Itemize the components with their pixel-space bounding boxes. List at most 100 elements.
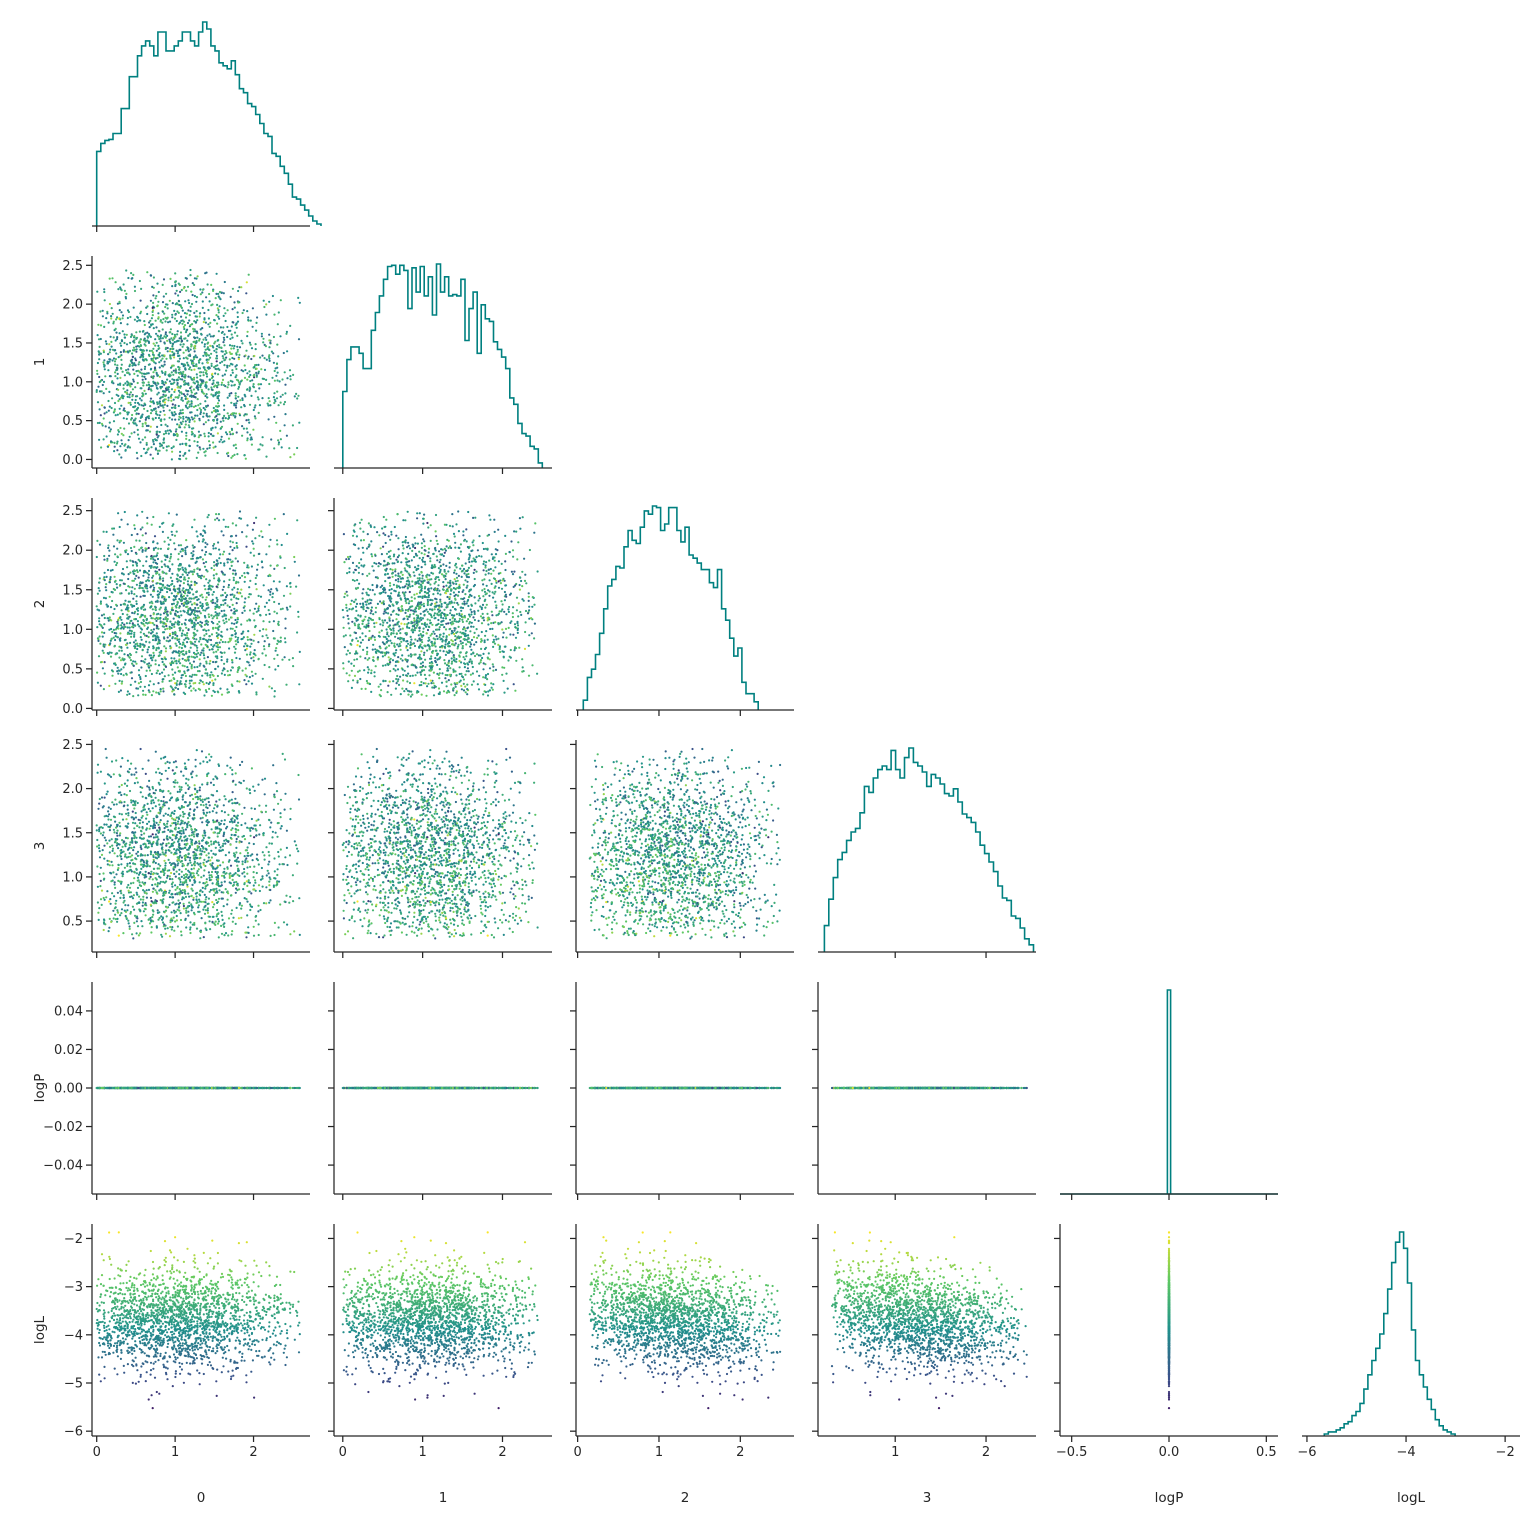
scatter-point xyxy=(99,590,101,592)
scatter-point xyxy=(348,567,350,569)
scatter-point xyxy=(407,610,409,612)
scatter-point xyxy=(116,336,118,338)
scatter-point xyxy=(133,347,135,349)
scatter-point xyxy=(213,675,215,677)
scatter-point xyxy=(232,522,234,524)
scatter-point xyxy=(206,359,208,361)
scatter-point xyxy=(387,685,389,687)
scatter-point xyxy=(146,442,148,444)
scatter-point xyxy=(224,602,226,604)
scatter-point xyxy=(145,429,147,431)
scatter-point xyxy=(178,660,180,662)
scatter-point xyxy=(258,535,260,537)
scatter-point xyxy=(146,410,148,412)
scatter-point xyxy=(179,576,181,578)
scatter-point xyxy=(231,666,233,668)
scatter-point xyxy=(235,640,237,642)
scatter-point xyxy=(150,606,152,608)
scatter-point xyxy=(105,589,107,591)
scatter-point xyxy=(366,680,368,682)
scatter-point xyxy=(202,339,204,341)
scatter-point xyxy=(203,433,205,435)
scatter-point xyxy=(151,602,153,604)
scatter-point xyxy=(156,552,158,554)
scatter-point xyxy=(152,575,154,577)
scatter-point xyxy=(221,382,223,384)
scatter-point xyxy=(485,674,487,676)
scatter-point xyxy=(196,445,198,447)
scatter-point xyxy=(196,409,198,411)
scatter-point xyxy=(265,314,267,316)
scatter-point xyxy=(130,604,132,606)
scatter-point xyxy=(176,637,178,639)
scatter-point xyxy=(166,620,168,622)
scatter-point xyxy=(215,642,217,644)
scatter-point xyxy=(156,387,158,389)
scatter-point xyxy=(465,643,467,645)
scatter-point xyxy=(405,658,407,660)
scatter-point xyxy=(173,370,175,372)
scatter-point xyxy=(135,338,137,340)
scatter-point xyxy=(237,637,239,639)
scatter-point xyxy=(177,620,179,622)
scatter-point xyxy=(180,344,182,346)
scatter-point xyxy=(162,337,164,339)
scatter-point xyxy=(126,694,128,696)
scatter-point xyxy=(120,659,122,661)
scatter-point xyxy=(194,628,196,630)
scatter-point xyxy=(185,435,187,437)
scatter-point xyxy=(212,648,214,650)
scatter-point xyxy=(218,612,220,614)
scatter-point xyxy=(218,557,220,559)
scatter-point xyxy=(346,572,348,574)
scatter-point xyxy=(439,601,441,603)
scatter-point xyxy=(410,695,412,697)
scatter-point xyxy=(104,572,106,574)
scatter-point xyxy=(152,596,154,598)
scatter-point xyxy=(409,675,411,677)
scatter-point xyxy=(185,420,187,422)
scatter-point xyxy=(115,352,117,354)
scatter-point xyxy=(135,399,137,401)
scatter-point xyxy=(298,683,300,685)
scatter-point xyxy=(247,331,249,333)
scatter-point xyxy=(169,300,171,302)
scatter-point xyxy=(183,343,185,345)
scatter-point xyxy=(134,290,136,292)
scatter-point xyxy=(114,360,116,362)
scatter-point xyxy=(136,584,138,586)
scatter-point xyxy=(105,586,107,588)
scatter-point xyxy=(190,389,192,391)
scatter-point xyxy=(216,345,218,347)
scatter-point xyxy=(275,647,277,649)
scatter-point xyxy=(229,433,231,435)
scatter-point xyxy=(195,322,197,324)
scatter-point xyxy=(162,311,164,313)
scatter-point xyxy=(223,580,225,582)
scatter-point xyxy=(181,635,183,637)
scatter-point xyxy=(397,594,399,596)
scatter-point xyxy=(151,659,153,661)
scatter-point xyxy=(171,573,173,575)
scatter-point xyxy=(171,563,173,565)
scatter-point xyxy=(276,543,278,545)
scatter-point xyxy=(359,528,361,530)
scatter-point xyxy=(183,352,185,354)
scatter-point xyxy=(207,346,209,348)
scatter-point xyxy=(171,637,173,639)
scatter-point xyxy=(265,345,267,347)
scatter-point xyxy=(157,597,159,599)
scatter-point xyxy=(221,332,223,334)
scatter-point xyxy=(206,354,208,356)
scatter-point xyxy=(204,546,206,548)
scatter-point xyxy=(157,403,159,405)
scatter-point xyxy=(185,438,187,440)
scatter-point xyxy=(124,374,126,376)
scatter-point xyxy=(132,695,134,697)
scatter-point xyxy=(217,452,219,454)
scatter-point xyxy=(96,370,98,372)
scatter-point xyxy=(145,587,147,589)
scatter-point xyxy=(279,380,281,382)
scatter-point xyxy=(414,537,416,539)
